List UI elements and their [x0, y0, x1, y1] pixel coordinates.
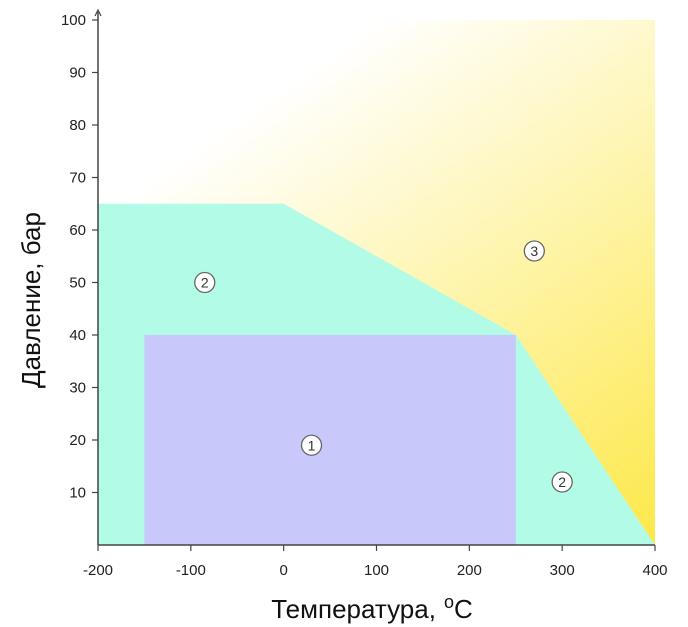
x-tick-label: 200	[457, 562, 482, 579]
markers-layer: 1 2 2 3	[194, 240, 573, 493]
x-tick-label: 0	[279, 562, 287, 579]
region-1	[144, 335, 516, 545]
region-marker-circle	[551, 471, 573, 493]
y-tick-label: 50	[69, 275, 86, 292]
y-axis-title: Давление, бар	[16, 212, 46, 388]
y-tick-label: 90	[69, 65, 86, 82]
region-marker-circle	[523, 240, 545, 262]
x-tick-label: 100	[364, 562, 389, 579]
x-axis-unit: C	[454, 594, 473, 624]
region-marker-label: 1	[308, 437, 316, 453]
regions-layer	[98, 203, 655, 545]
x-tick-label: 400	[642, 562, 667, 579]
y-tick-label: 70	[69, 170, 86, 187]
y-tick-label: 20	[69, 432, 86, 449]
region-marker-label: 2	[558, 474, 566, 490]
axes-layer: 10 20 30 40 50 60 70 80 90 100 -200 -100 0 100 200 300 4…	[61, 8, 668, 579]
region-marker-1: 1	[300, 434, 323, 456]
y-tick-label: 30	[69, 380, 86, 397]
x-axis-unit-superscript: o	[444, 592, 454, 612]
region-marker-circle	[194, 271, 216, 294]
x-axis-title: Температура, oC	[271, 592, 473, 624]
y-tick-label: 40	[69, 327, 86, 344]
region-marker-label: 3	[530, 243, 538, 259]
y-tick-label: 10	[69, 485, 86, 502]
y-tick-label: 80	[69, 117, 86, 134]
region-marker-2: 2	[551, 471, 573, 493]
y-tick-label: 100	[61, 12, 86, 29]
x-tick-label: -100	[176, 562, 206, 579]
x-axis-title-text: Температура,	[271, 594, 436, 624]
x-tick-label: 300	[550, 562, 575, 579]
y-tick-label: 60	[69, 222, 86, 239]
x-tick-label: -200	[83, 562, 113, 579]
region-marker-circle	[300, 434, 323, 456]
region-marker-2: 2	[194, 271, 216, 294]
region-marker-3: 3	[523, 240, 545, 262]
region-marker-label: 2	[201, 275, 209, 291]
y-axis-arrow	[94, 8, 102, 17]
